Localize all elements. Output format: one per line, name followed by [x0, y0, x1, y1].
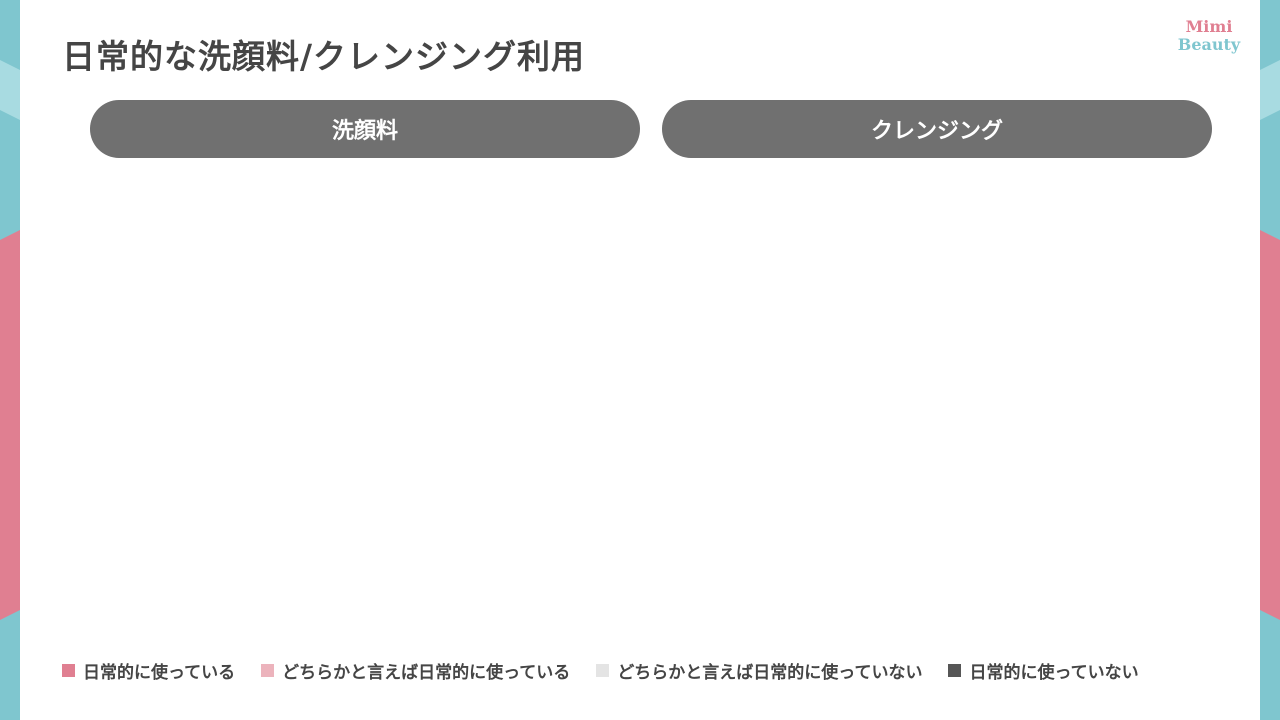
leader-line-rather-not-daily [365, 289, 377, 303]
brand-logo: Mimi Beauty [1168, 18, 1250, 54]
leader-line-rather-not-daily [940, 305, 953, 321]
legend-swatch [261, 664, 275, 677]
legend-swatch [62, 664, 75, 677]
logo-line-1: Mimi [1185, 17, 1233, 36]
legend-swatch [948, 664, 962, 677]
pie-slice-not-daily [927, 199, 950, 417]
legend-item-rather-not-daily: どちらかと言えば日常的に使っていない [596, 658, 922, 683]
leader-line-not-daily [365, 233, 397, 241]
legend: 日常的に使っている どちらかと言えば日常的に使っている どちらかと言えば日常的に… [62, 658, 1165, 683]
page-title: 日常的な洗顔料/クレンジング利用 [62, 37, 586, 76]
chart-header-cleansing: クレンジング [662, 100, 1212, 158]
legend-swatch [596, 664, 610, 677]
legend-item-not-daily: 日常的に使っていない [948, 658, 1139, 683]
data-label-not-daily: 1.5% [960, 205, 1065, 249]
data-label-rather-daily: 2.7% [215, 197, 320, 241]
chart-header-face-wash: 洗顔料 [90, 100, 640, 158]
logo-line-2: Beauty [1177, 35, 1241, 54]
data-label-used-daily: 89.8% [883, 497, 1015, 541]
leader-line-not-daily [946, 237, 956, 253]
legend-item-used-daily: 日常的に使っている [62, 658, 235, 683]
pie-slice-not-daily [360, 199, 368, 417]
data-label-rather-daily: 6.6% [757, 195, 862, 239]
data-label-not-daily: 0.4% [402, 195, 507, 239]
legend-label: 日常的に使っていない [969, 663, 1139, 683]
data-label-used-daily: 95.4% [301, 485, 433, 529]
data-label-rather-not-daily: 1.5% [382, 258, 487, 302]
legend-label: どちらかと言えば日常的に使っている [282, 663, 571, 683]
legend-label: 日常的に使っている [83, 663, 236, 683]
legend-item-rather-daily: どちらかと言えば日常的に使っている [261, 658, 570, 683]
data-label-rather-not-daily: 2.2% [960, 272, 1065, 316]
legend-label: どちらかと言えば日常的に使っていない [617, 663, 923, 683]
